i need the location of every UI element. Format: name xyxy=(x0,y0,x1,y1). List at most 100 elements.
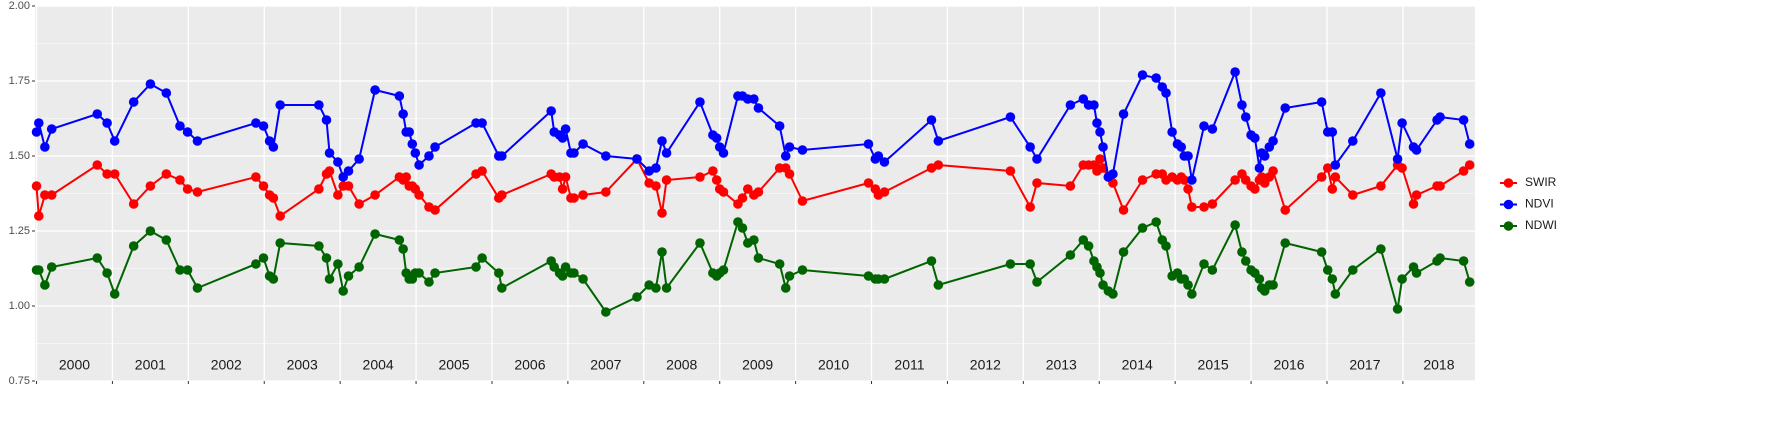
data-point xyxy=(1108,169,1118,179)
data-point xyxy=(182,127,193,137)
data-point xyxy=(632,292,642,302)
data-point xyxy=(321,253,332,263)
legend-label: NDWI xyxy=(1525,218,1557,232)
data-point xyxy=(1327,127,1338,137)
data-point xyxy=(268,274,279,284)
data-point xyxy=(651,181,661,191)
data-point xyxy=(933,280,944,290)
data-point xyxy=(711,133,722,143)
data-point xyxy=(275,100,285,110)
data-point xyxy=(324,148,335,158)
data-point xyxy=(1161,241,1171,251)
data-point xyxy=(1392,304,1403,314)
data-point xyxy=(1025,142,1035,152)
data-point xyxy=(718,187,729,197)
data-point xyxy=(695,172,705,182)
data-point xyxy=(774,121,785,131)
data-point xyxy=(601,151,611,161)
data-point xyxy=(1065,181,1076,191)
data-point xyxy=(33,265,44,275)
data-point xyxy=(742,184,753,194)
data-point xyxy=(109,289,120,299)
data-point xyxy=(1435,181,1445,191)
data-point xyxy=(718,148,729,158)
data-point xyxy=(863,178,874,188)
data-point xyxy=(1435,112,1445,122)
data-point xyxy=(1095,127,1105,137)
data-point xyxy=(40,190,50,200)
year-label: 2008 xyxy=(666,357,697,373)
data-point xyxy=(471,262,481,272)
data-point xyxy=(1268,280,1278,290)
data-point xyxy=(1230,175,1240,185)
data-point xyxy=(343,271,354,281)
data-point xyxy=(324,274,335,284)
data-point xyxy=(275,238,285,248)
data-point xyxy=(1187,202,1197,212)
data-point xyxy=(1176,142,1187,152)
data-point xyxy=(1464,160,1475,170)
data-point xyxy=(33,118,44,128)
data-point xyxy=(657,136,667,146)
data-point xyxy=(1089,100,1099,110)
data-point xyxy=(161,169,172,179)
data-point xyxy=(784,169,795,179)
data-point xyxy=(1187,175,1197,185)
data-point xyxy=(477,253,487,263)
data-point xyxy=(145,181,156,191)
data-point xyxy=(398,109,408,119)
data-point xyxy=(182,184,193,194)
data-point xyxy=(1199,202,1209,212)
data-point xyxy=(926,115,937,125)
data-point xyxy=(718,265,729,275)
data-point xyxy=(1025,259,1035,269)
data-point xyxy=(661,148,672,158)
data-point xyxy=(424,277,434,287)
data-point xyxy=(1137,175,1148,185)
data-point xyxy=(145,79,156,89)
data-point xyxy=(1376,181,1386,191)
data-point xyxy=(1237,100,1247,110)
data-point xyxy=(398,244,408,254)
data-point xyxy=(774,259,785,269)
data-point xyxy=(1408,199,1419,209)
data-point xyxy=(863,139,874,149)
data-point xyxy=(275,211,285,221)
data-point xyxy=(557,271,568,281)
data-point xyxy=(1161,88,1171,98)
data-point xyxy=(192,187,203,197)
year-label: 2003 xyxy=(287,357,318,373)
data-point xyxy=(370,85,380,95)
data-point xyxy=(1392,154,1403,164)
data-point xyxy=(661,283,672,293)
data-point xyxy=(477,118,487,128)
data-point xyxy=(1250,184,1260,194)
year-label: 2015 xyxy=(1198,357,1229,373)
data-point xyxy=(370,190,380,200)
data-point xyxy=(324,166,335,176)
data-point xyxy=(1151,73,1161,83)
data-point xyxy=(1065,100,1076,110)
data-point xyxy=(1199,259,1209,269)
y-tick-label: 0.75 xyxy=(9,375,30,387)
data-point xyxy=(926,256,937,266)
data-point xyxy=(430,268,440,278)
data-point xyxy=(128,241,139,251)
data-point xyxy=(258,121,269,131)
data-point xyxy=(1032,178,1042,188)
data-point xyxy=(92,253,103,263)
data-point xyxy=(424,151,434,161)
data-point xyxy=(161,235,172,245)
year-label: 2002 xyxy=(211,357,242,373)
y-tick-label: 1.50 xyxy=(9,150,30,162)
data-point xyxy=(109,136,120,146)
year-label: 2018 xyxy=(1423,357,1454,373)
data-point xyxy=(497,190,507,200)
data-point xyxy=(1464,139,1475,149)
legend-label: SWIR xyxy=(1525,175,1557,189)
data-point xyxy=(1025,202,1035,212)
data-point xyxy=(557,133,568,143)
data-point xyxy=(1005,112,1016,122)
data-point xyxy=(657,208,667,218)
